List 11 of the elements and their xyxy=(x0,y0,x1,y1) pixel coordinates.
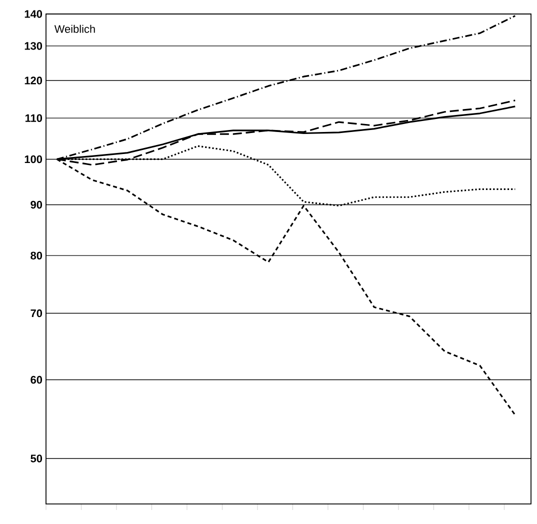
y-tick-label: 110 xyxy=(25,114,42,122)
y-tick-label: 80 xyxy=(30,252,42,260)
y-tick-label: 100 xyxy=(24,155,42,164)
y-tick-label: 50 xyxy=(30,454,42,462)
y-tick-label: 120 xyxy=(24,76,42,84)
y-tick-label: 70 xyxy=(30,309,42,318)
y-tick-label: 60 xyxy=(30,376,42,384)
y-tick-label: 90 xyxy=(30,200,42,209)
y-tick-label: 130 xyxy=(24,42,42,50)
y-tick-label: 140 xyxy=(24,10,42,18)
text: Weiblich xyxy=(54,24,95,33)
